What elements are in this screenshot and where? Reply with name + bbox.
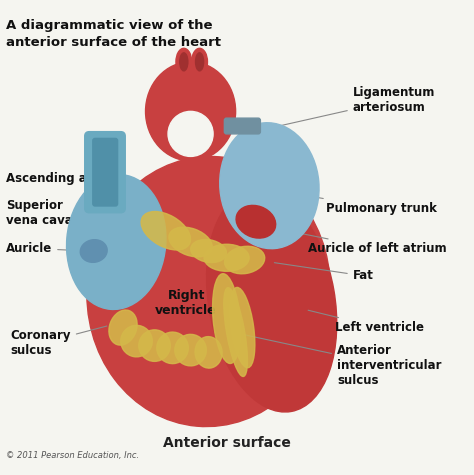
Text: Anterior
interventricular
sulcus: Anterior interventricular sulcus [245,335,441,388]
Ellipse shape [109,310,137,345]
Ellipse shape [195,337,222,368]
Ellipse shape [204,244,249,271]
Text: Auricle of left atrium: Auricle of left atrium [268,227,447,255]
FancyBboxPatch shape [85,132,125,213]
Text: Left ventricle: Left ventricle [308,310,424,334]
Text: Fat: Fat [274,263,374,282]
Ellipse shape [169,227,212,257]
Ellipse shape [146,62,236,161]
Ellipse shape [196,53,204,71]
Text: Ligamentum
arteriosum: Ligamentum arteriosum [277,86,435,126]
Ellipse shape [236,205,276,238]
Ellipse shape [66,174,166,309]
Ellipse shape [220,123,319,249]
Ellipse shape [207,189,337,412]
Ellipse shape [139,330,170,361]
Ellipse shape [180,53,188,71]
Ellipse shape [168,111,213,156]
Ellipse shape [141,211,191,250]
Text: Right
atrium: Right atrium [92,241,136,269]
Ellipse shape [225,246,264,274]
Ellipse shape [191,239,227,263]
Text: A diagrammatic view of the
anterior surface of the heart: A diagrammatic view of the anterior surf… [6,19,221,49]
FancyBboxPatch shape [93,138,118,206]
Ellipse shape [176,48,191,76]
Ellipse shape [230,287,255,368]
Text: Pulmonary trunk: Pulmonary trunk [290,193,437,215]
Ellipse shape [191,48,208,76]
Text: Ascending aorta: Ascending aorta [6,172,114,191]
Ellipse shape [157,332,188,364]
Text: © 2011 Pearson Education, Inc.: © 2011 Pearson Education, Inc. [6,451,139,460]
Text: Aortic arch: Aortic arch [152,100,225,114]
Ellipse shape [224,288,247,377]
Text: Anterior surface: Anterior surface [163,436,291,450]
Text: Right
ventricle: Right ventricle [155,289,217,317]
Ellipse shape [212,274,241,363]
Text: Auricle: Auricle [6,242,86,255]
Text: Coronary
sulcus: Coronary sulcus [10,326,107,357]
Ellipse shape [121,325,152,357]
Text: Superior
vena cava: Superior vena cava [6,199,95,227]
Ellipse shape [175,334,206,366]
Ellipse shape [87,157,330,427]
FancyBboxPatch shape [224,118,260,134]
Ellipse shape [80,240,107,262]
